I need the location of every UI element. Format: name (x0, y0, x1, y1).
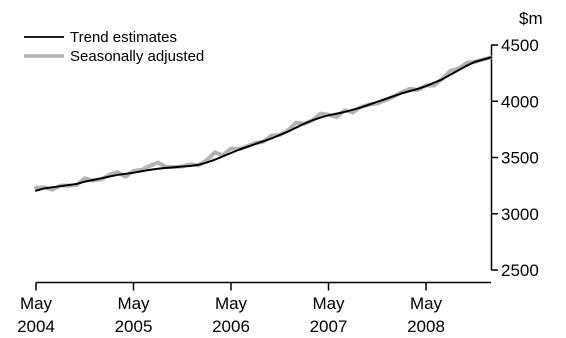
x-tick-label-year: 2007 (310, 317, 348, 336)
y-tick-label: 2500 (501, 261, 539, 280)
x-axis-ticks: May 2004 May 2005 May 2006 May 2007 May 2008 (17, 282, 445, 336)
seasonally-adjusted-line (34, 55, 493, 192)
y-tick-label: 3500 (501, 149, 539, 168)
y-tick-label: 4000 (501, 92, 539, 111)
x-tick-label-month: May (117, 294, 150, 313)
y-axis-ticks: 2500 3000 3500 4000 4500 (491, 36, 539, 280)
x-tick-label-month: May (215, 294, 248, 313)
x-tick-label-month: May (312, 294, 345, 313)
y-tick-label: 4500 (501, 36, 539, 55)
x-tick-label-year: 2004 (17, 317, 55, 336)
series-layer (34, 55, 493, 192)
x-tick-label-year: 2006 (212, 317, 250, 336)
x-tick-label-year: 2005 (115, 317, 153, 336)
legend: Trend estimates Seasonally adjusted (24, 29, 204, 65)
trend-estimates-line (35, 56, 492, 192)
legend-label-seasonally-adjusted: Seasonally adjusted (70, 48, 204, 65)
y-tick-label: 3000 (501, 205, 539, 224)
legend-label-trend: Trend estimates (70, 29, 177, 46)
x-tick-label-month: May (20, 294, 53, 313)
x-tick-label-month: May (410, 294, 443, 313)
x-tick-label-year: 2008 (407, 317, 445, 336)
unit-label: $m (519, 9, 543, 28)
